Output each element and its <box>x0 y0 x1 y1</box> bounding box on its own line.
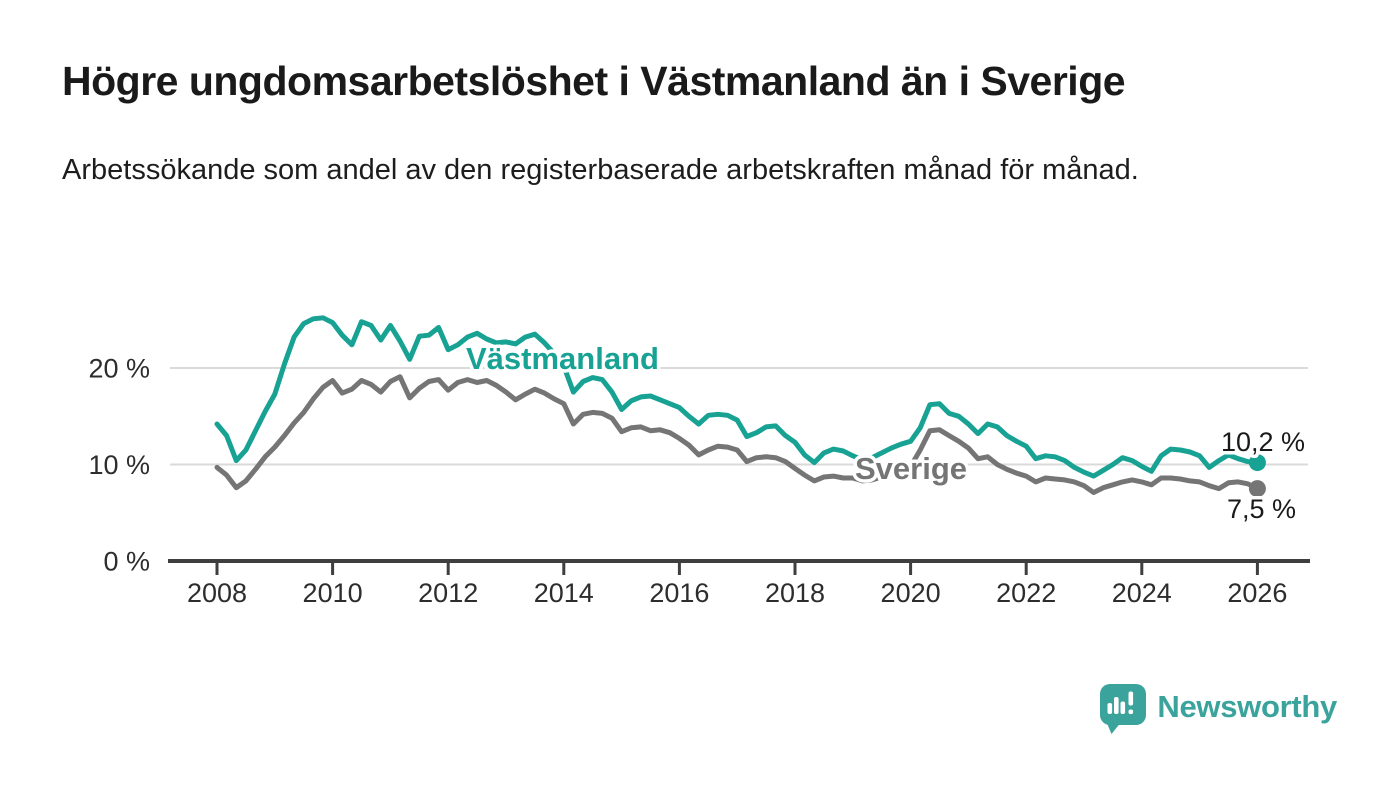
page-title: Högre ungdomsarbetslöshet i Västmanland … <box>62 58 1126 104</box>
series-label-västmanland: Västmanland <box>466 341 659 376</box>
x-tick-label: 2012 <box>418 578 478 608</box>
x-tick-label: 2020 <box>881 578 941 608</box>
y-tick-label: 20 % <box>88 354 150 384</box>
y-tick-label: 10 % <box>88 450 150 480</box>
chart-subtitle: Arbetssökande som andel av den registerb… <box>62 154 1139 186</box>
newsworthy-wordmark: Newsworthy <box>1157 689 1337 724</box>
x-tick-label: 2016 <box>649 578 709 608</box>
series-line-sverige <box>214 374 1260 495</box>
end-dot-sverige <box>1248 480 1266 498</box>
series-line-västmanland <box>214 315 1260 479</box>
series-label-sverige: Sverige <box>855 451 967 486</box>
newsworthy-bubble-chart-icon <box>1100 684 1147 734</box>
y-tick-label: 0 % <box>103 547 150 577</box>
x-tick-label: 2010 <box>303 578 363 608</box>
x-tick-label: 2022 <box>996 578 1056 608</box>
end-value-label-sverige: 7,5 % <box>1227 494 1296 524</box>
x-tick-label: 2018 <box>765 578 825 608</box>
x-tick-label: 2026 <box>1227 578 1287 608</box>
x-tick-label: 2024 <box>1112 578 1172 608</box>
newsworthy-logo: Newsworthy <box>1100 684 1337 734</box>
x-tick-label: 2008 <box>187 578 247 608</box>
end-value-label-västmanland: 10,2 % <box>1221 427 1305 457</box>
end-dot-västmanland <box>1248 454 1266 472</box>
x-tick-label: 2014 <box>534 578 594 608</box>
